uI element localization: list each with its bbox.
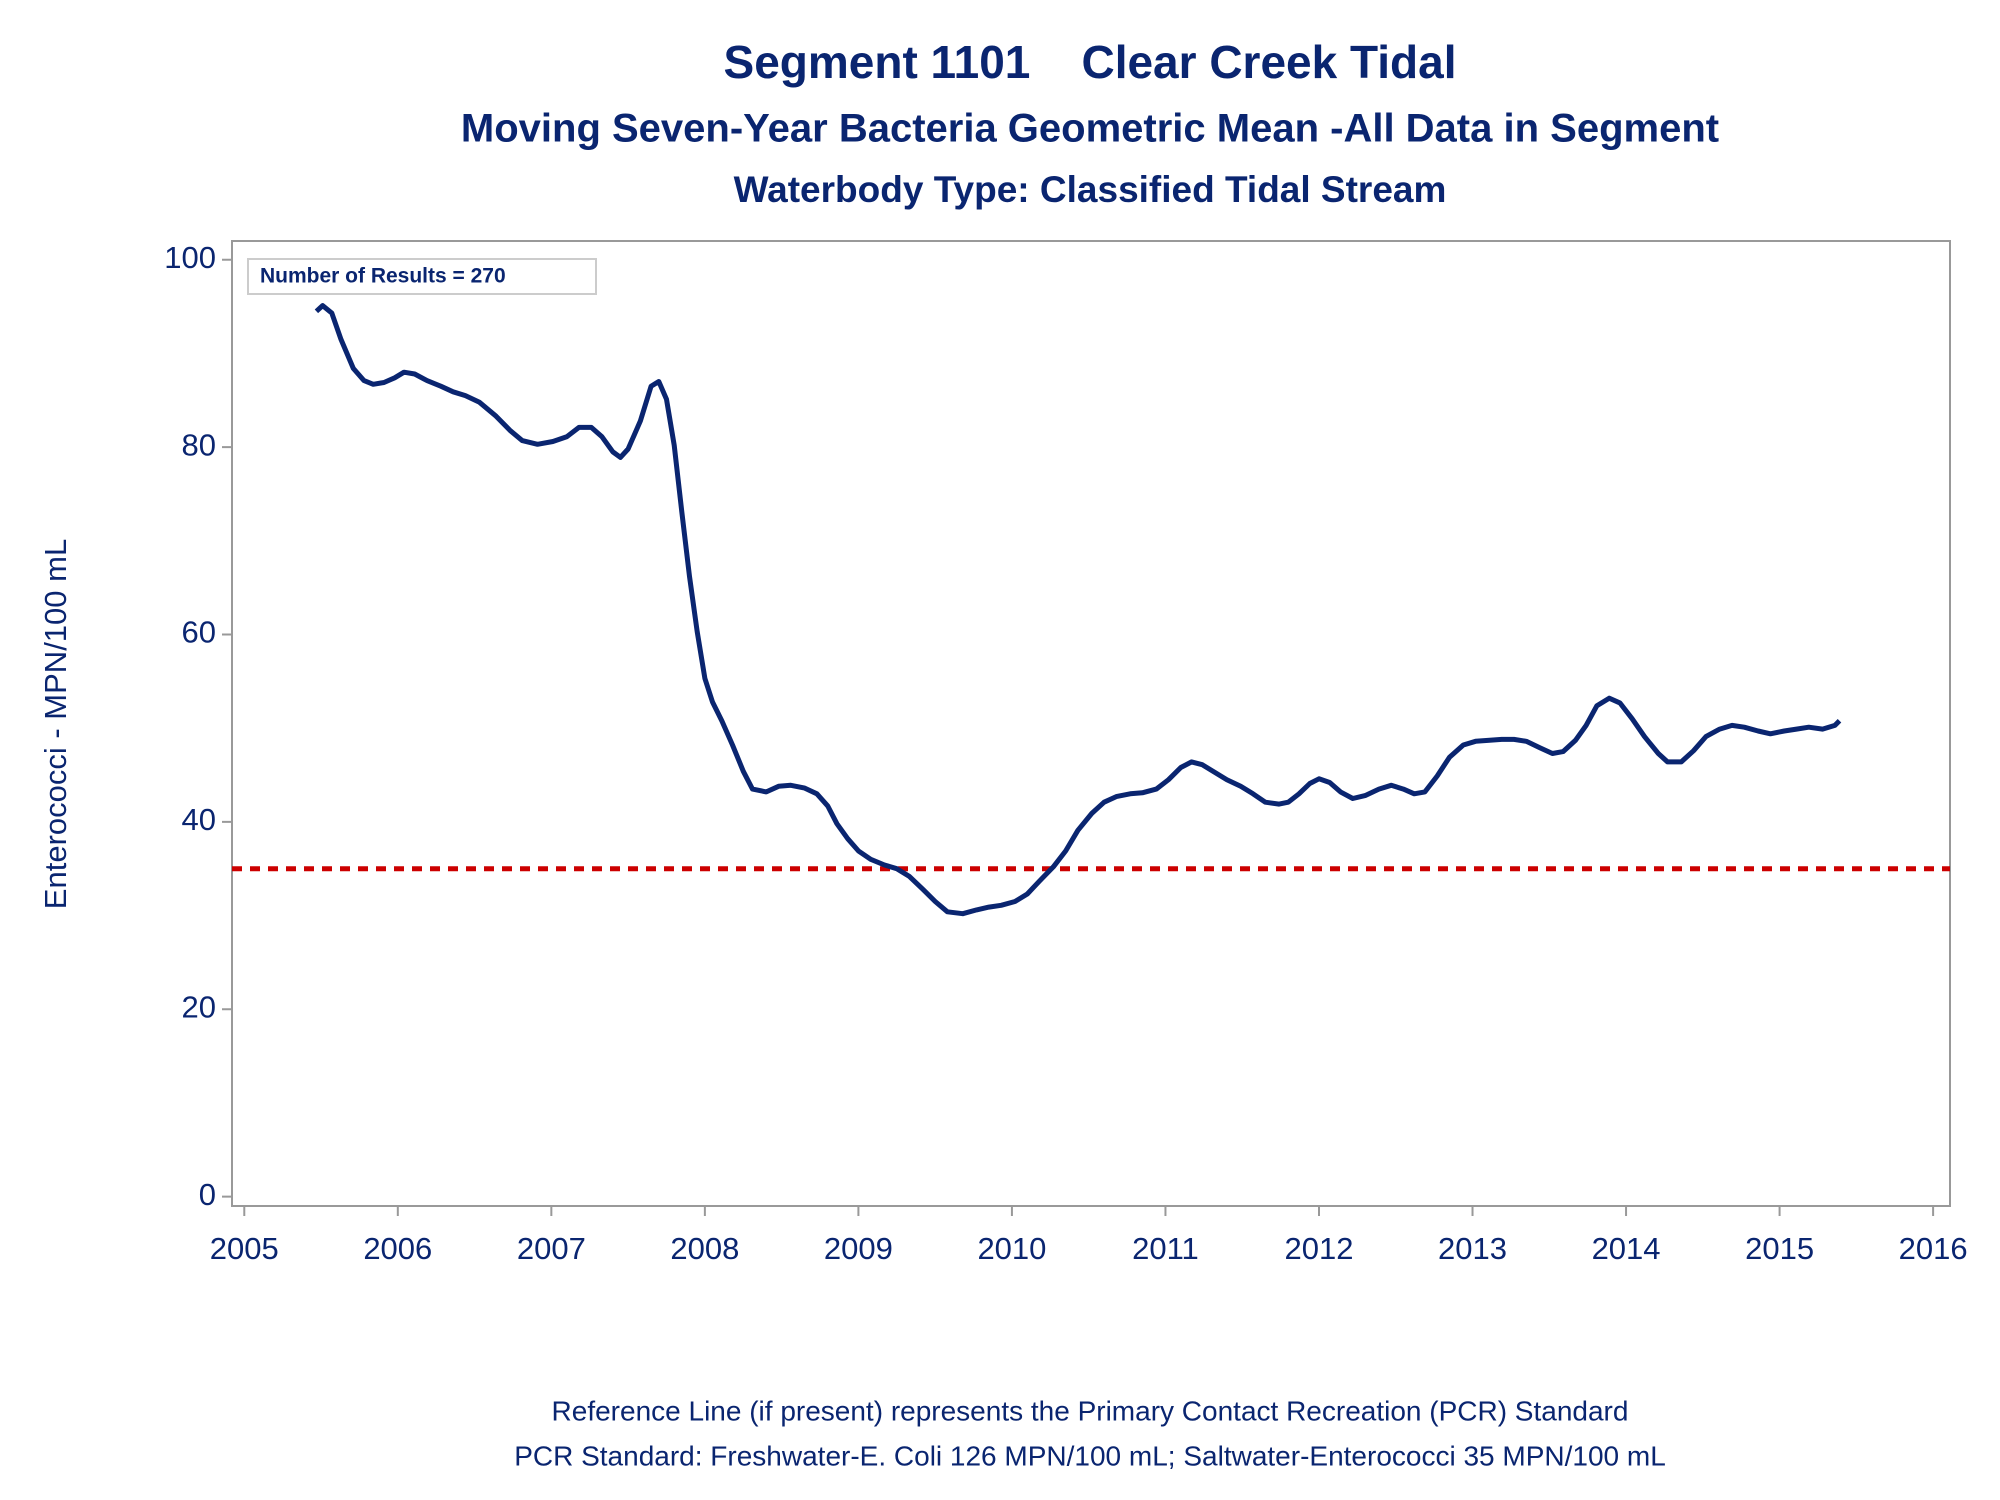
annotation-box <box>247 258 597 295</box>
y-tick-label: 20 <box>182 989 216 1024</box>
y-tick-label: 0 <box>199 1177 216 1212</box>
chart-title: Segment 1101 Clear Creek Tidal <box>724 36 1457 88</box>
x-tick-label: 2014 <box>1592 1231 1661 1266</box>
y-tick-label: 40 <box>182 802 216 837</box>
x-tick-label: 2015 <box>1745 1231 1814 1266</box>
y-tick-label: 100 <box>164 240 216 275</box>
y-tick-label: 60 <box>182 615 216 650</box>
x-tick-label: 2005 <box>210 1231 279 1266</box>
x-tick-label: 2012 <box>1285 1231 1354 1266</box>
x-tick-label: 2007 <box>517 1231 586 1266</box>
x-tick-label: 2006 <box>363 1231 432 1266</box>
x-tick-label: 2016 <box>1899 1231 1968 1266</box>
x-tick-label: 2008 <box>670 1231 739 1266</box>
chart-subtitle: Moving Seven-Year Bacteria Geometric Mea… <box>461 107 1719 151</box>
annotation: Number of Results = 270 <box>260 265 506 288</box>
data-line <box>314 303 1842 917</box>
x-tick-label: 2009 <box>824 1231 893 1266</box>
plot-frame <box>231 240 1951 1207</box>
y-tick-label: 80 <box>182 427 216 462</box>
footnote: Reference Line (if present) represents t… <box>552 1395 1629 1426</box>
x-tick-label: 2010 <box>977 1231 1046 1266</box>
chart-subtitle: Waterbody Type: Classified Tidal Stream <box>734 169 1447 210</box>
x-tick-label: 2013 <box>1438 1231 1507 1266</box>
footnote: PCR Standard: Freshwater-E. Coli 126 MPN… <box>514 1440 1666 1471</box>
x-tick-label: 2011 <box>1132 1231 1199 1266</box>
y-axis-label: Enterococci - MPN/100 mL <box>38 539 73 909</box>
